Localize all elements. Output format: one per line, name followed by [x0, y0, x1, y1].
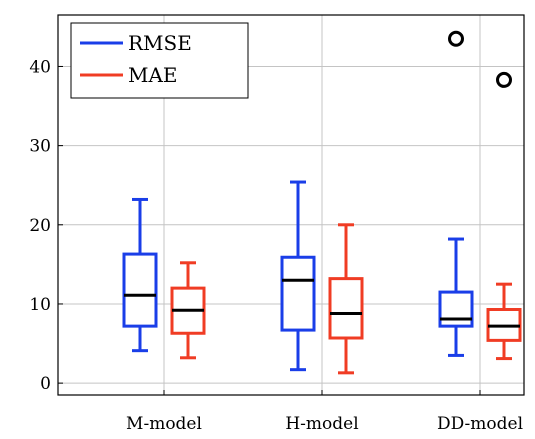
box-body: [438, 290, 474, 328]
legend-box: [70, 22, 249, 99]
box-mae-m-model: [170, 261, 206, 360]
box-rmse-h-model: [280, 180, 316, 372]
box-rmse-m-model: [122, 197, 158, 353]
y-tick-label: 20: [29, 216, 51, 236]
box-body: [122, 252, 158, 328]
outlier-point: [448, 30, 464, 47]
box-body: [280, 255, 316, 332]
legend-label-rmse: RMSE: [128, 31, 192, 55]
legend-label-mae: MAE: [128, 63, 178, 87]
outlier-point: [496, 71, 512, 88]
plot-frame: [57, 14, 525, 396]
box-rmse-dd-model: [438, 30, 474, 357]
box-plot-marks: [122, 30, 522, 375]
x-tick-label: M-model: [126, 414, 202, 434]
axes: 0 10 20 30 40 M-model H-model DD-model: [29, 57, 523, 434]
y-tick-label: 10: [29, 295, 51, 315]
x-tick-label: DD-model: [437, 414, 523, 434]
box-mae-dd-model: [486, 71, 522, 361]
y-tick-label: 40: [29, 57, 51, 77]
box-body: [328, 277, 364, 340]
box-mae-h-model: [328, 223, 364, 375]
legend: RMSE MAE: [70, 22, 249, 99]
y-tick-label: 0: [40, 374, 51, 394]
x-tick-label: H-model: [285, 414, 358, 434]
y-tick-label: 30: [29, 137, 51, 157]
